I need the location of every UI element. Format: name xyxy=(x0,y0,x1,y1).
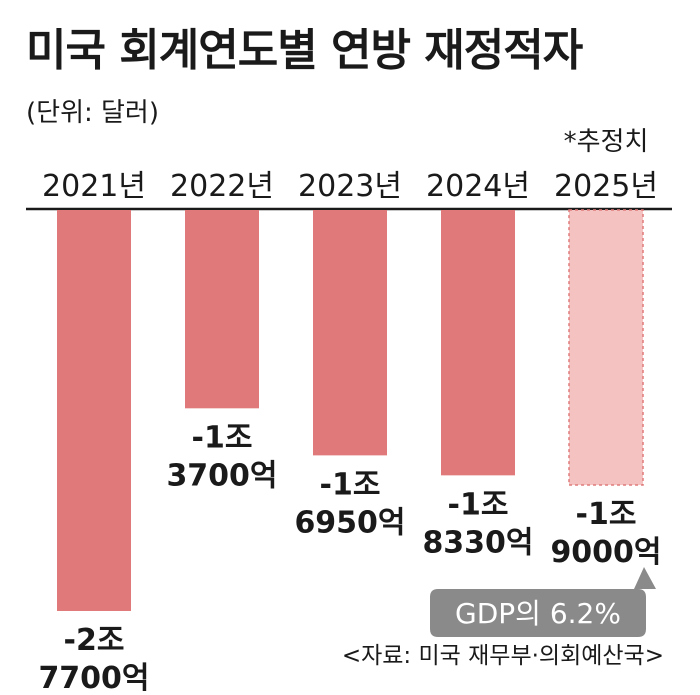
unit-label: (단위: 달러) xyxy=(26,98,159,128)
data-label-1-1: 3700억 xyxy=(166,458,277,493)
source-note: <자료: 미국 재무부·의회예산국> xyxy=(341,643,664,669)
estimate-note: *추정치 xyxy=(564,127,649,157)
bar-1 xyxy=(185,210,259,409)
data-label-2-0: -1조 xyxy=(320,467,381,502)
bar-0 xyxy=(57,210,131,611)
data-label-1-0: -1조 xyxy=(192,420,253,455)
data-label-0-0: -2조 xyxy=(64,623,125,658)
bar-3 xyxy=(441,210,515,476)
data-label-2-1: 6950억 xyxy=(294,505,405,540)
x-tick-label-0: 2021년 xyxy=(42,169,146,204)
callout-text: GDP의 6.2% xyxy=(455,597,621,630)
chart-title: 미국 회계연도별 연방 재정적자 xyxy=(26,25,583,76)
bar-2 xyxy=(313,210,387,456)
bar-4 xyxy=(568,209,644,486)
data-label-0-1: 7700억 xyxy=(38,661,149,695)
data-label-4-0: -1조 xyxy=(576,497,637,532)
x-tick-label-3: 2024년 xyxy=(426,169,530,204)
x-tick-label-2: 2023년 xyxy=(298,169,402,204)
callout-bubble xyxy=(430,567,656,638)
data-label-3-0: -1조 xyxy=(448,487,509,522)
x-tick-label-1: 2022년 xyxy=(170,169,274,204)
data-label-4-1: 9000억 xyxy=(550,535,661,570)
data-label-3-1: 8330억 xyxy=(422,525,533,560)
x-tick-label-4: 2025년 xyxy=(554,169,658,204)
